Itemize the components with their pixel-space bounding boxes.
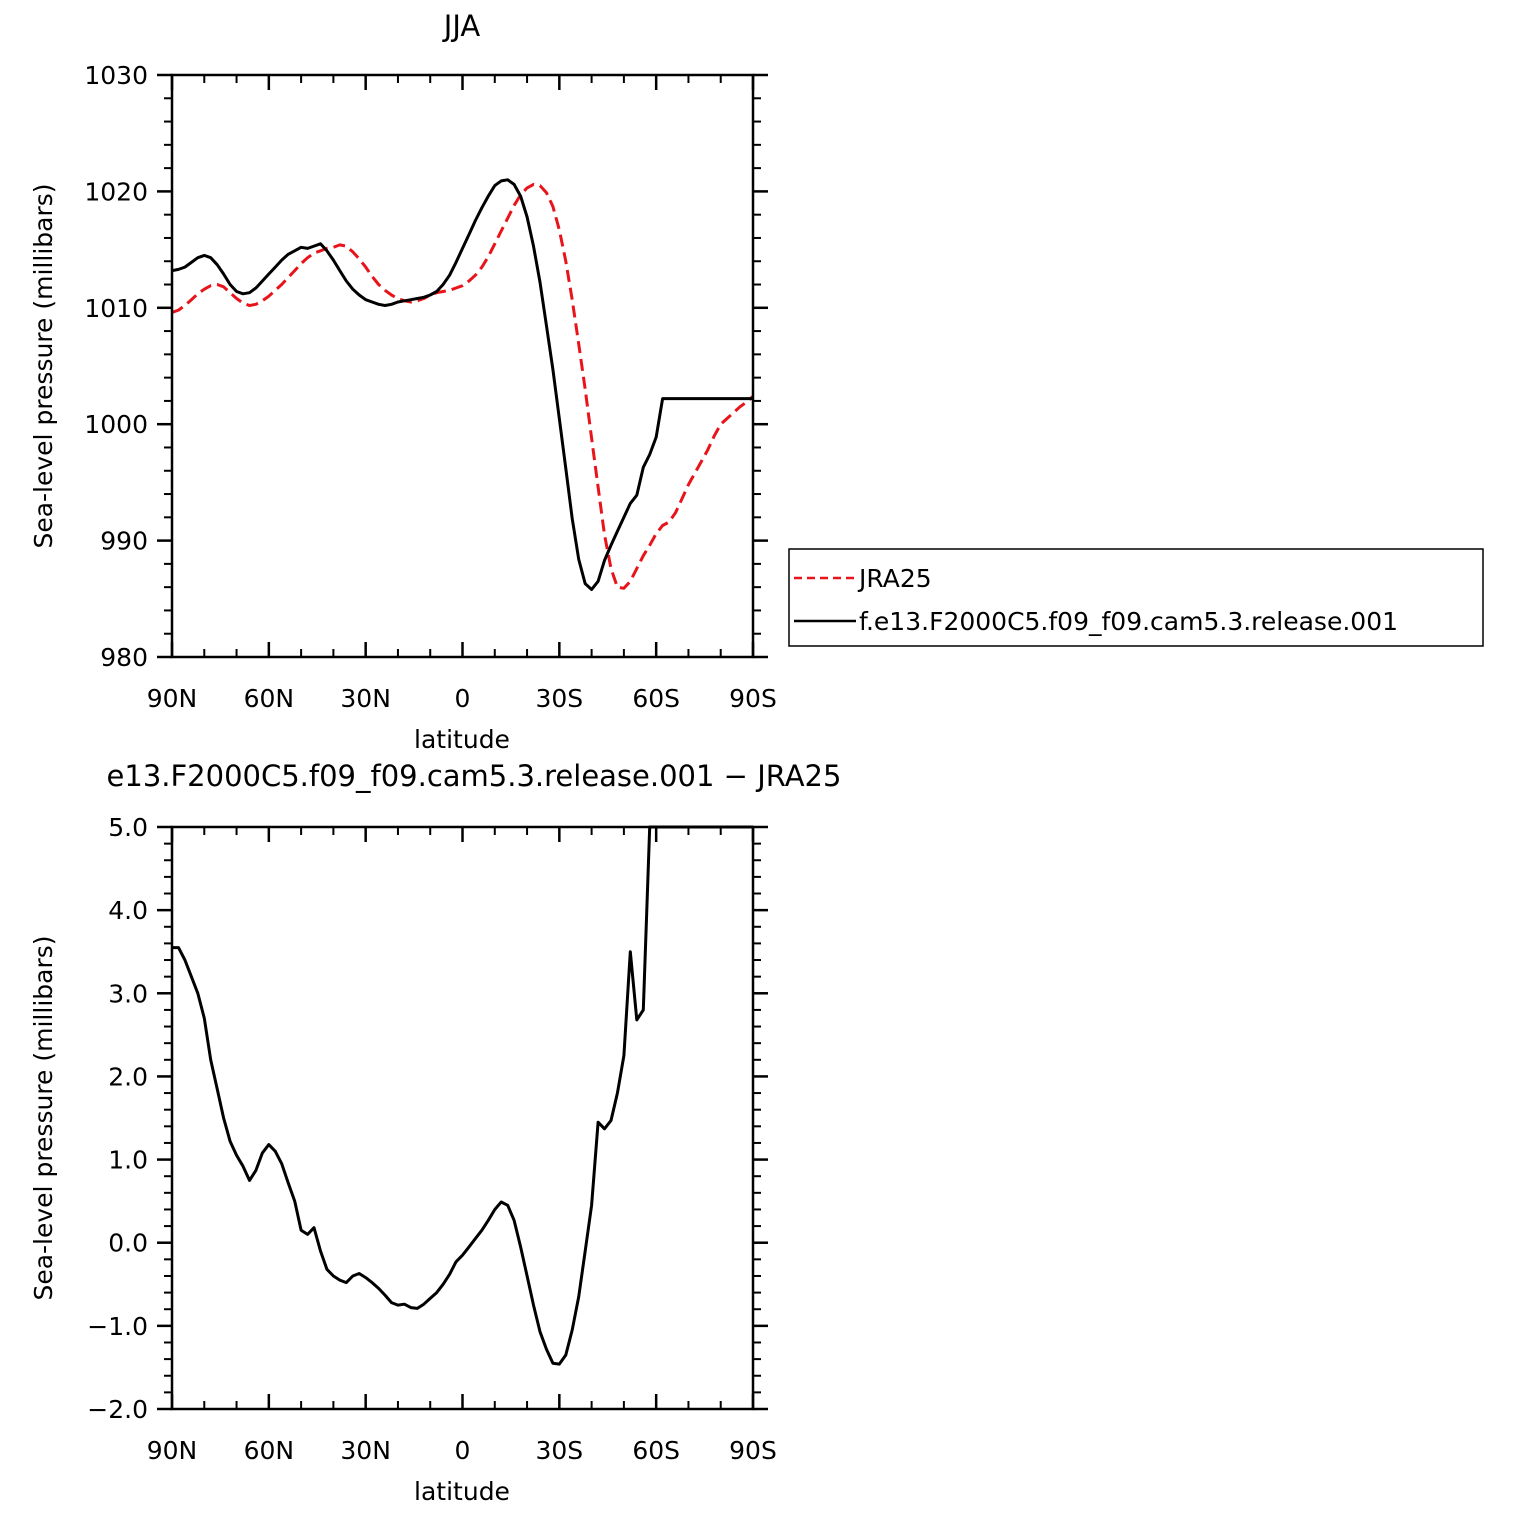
bottom-y-tick-label: 4.0 — [108, 896, 148, 925]
legend-label-jra25: JRA25 — [857, 564, 932, 593]
top-y-tick-label: 1030 — [84, 61, 148, 90]
bottom-plot-frame — [170, 825, 755, 1411]
top-y-tick-label: 1000 — [84, 410, 148, 439]
top-panel: JJA Sea-level pressure (millibars) latit… — [29, 9, 777, 754]
legend: JRA25 f.e13.F2000C5.f09_f09.cam5.3.relea… — [788, 548, 1484, 647]
legend-label-model: f.e13.F2000C5.f09_f09.cam5.3.release.001 — [859, 607, 1398, 636]
bottom-y-tick-label: 5.0 — [108, 813, 148, 842]
top-x-tick-label: 90S — [729, 684, 777, 713]
bottom-x-tick-label: 30N — [340, 1436, 391, 1465]
top-x-tick-label: 0 — [455, 684, 471, 713]
bottom-x-axis-label: latitude — [414, 1477, 510, 1506]
top-series-line-model — [172, 178, 753, 591]
bottom-y-tick-label: 0.0 — [108, 1229, 148, 1258]
bottom-panel-title: e13.F2000C5.f09_f09.cam5.3.release.001 −… — [107, 759, 842, 793]
bottom-x-tick-label: 30S — [535, 1436, 583, 1465]
bottom-axis-ticks — [157, 825, 768, 1411]
bottom-plot-series — [172, 825, 753, 1366]
bottom-x-tick-label: 60N — [244, 1436, 295, 1465]
top-x-tick-label: 60S — [632, 684, 680, 713]
bottom-y-tick-label: 3.0 — [108, 979, 148, 1008]
top-y-axis-label: Sea-level pressure (millibars) — [29, 183, 58, 548]
bottom-x-tick-label: 60S — [632, 1436, 680, 1465]
legend-box — [788, 548, 1484, 647]
bottom-y-axis-label: Sea-level pressure (millibars) — [29, 935, 58, 1300]
bottom-x-tick-label: 90N — [147, 1436, 198, 1465]
bottom-tick-labels: 90N 60N 30N 0 30S 60S 90S −2.0 −1.0 0.0 1.0 2.0 3.0 4… — [87, 813, 777, 1465]
top-x-tick-label: 60N — [244, 684, 295, 713]
top-panel-title: JJA — [442, 9, 481, 43]
top-tick-labels: 90N 60N 30N 0 30S 60S 90S 980 990 1000 1010 1020 103… — [84, 61, 776, 713]
top-y-tick-label: 980 — [100, 643, 148, 672]
bottom-panel: e13.F2000C5.f09_f09.cam5.3.release.001 −… — [29, 759, 841, 1506]
top-plot-series — [172, 178, 753, 591]
top-y-tick-label: 1010 — [84, 294, 148, 323]
top-y-tick-label: 990 — [100, 527, 148, 556]
top-x-tick-label: 30N — [340, 684, 391, 713]
top-x-axis-label: latitude — [414, 725, 510, 754]
bottom-y-tick-label: 2.0 — [108, 1062, 148, 1091]
bottom-y-tick-label: −1.0 — [87, 1312, 148, 1341]
bottom-y-tick-label: −2.0 — [87, 1395, 148, 1424]
top-series-line-jra25 — [172, 182, 753, 590]
bottom-x-tick-label: 0 — [455, 1436, 471, 1465]
top-x-tick-label: 90N — [147, 684, 198, 713]
top-x-tick-label: 30S — [535, 684, 583, 713]
bottom-series-line-model — [172, 825, 753, 1366]
bottom-x-tick-label: 90S — [729, 1436, 777, 1465]
top-plot-frame — [170, 73, 755, 659]
top-axis-ticks — [157, 73, 768, 659]
bottom-y-tick-label: 1.0 — [108, 1146, 148, 1175]
top-y-tick-label: 1020 — [84, 177, 148, 206]
